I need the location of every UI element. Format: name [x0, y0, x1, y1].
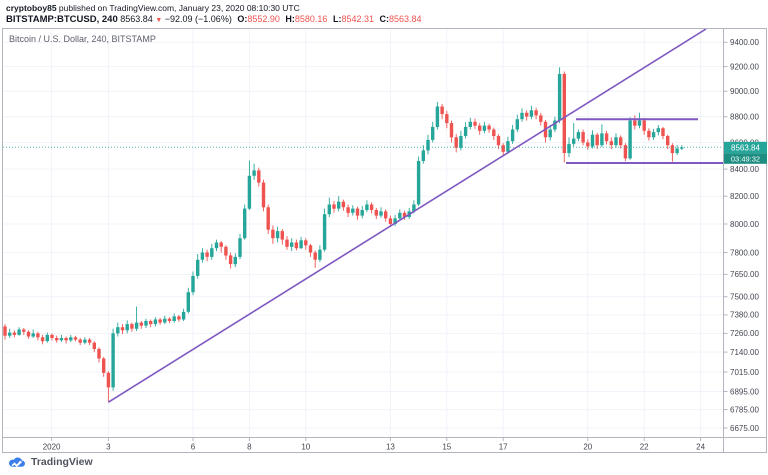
candles — [3, 67, 684, 403]
svg-text:9400.00: 9400.00 — [730, 38, 759, 47]
svg-text:9000.00: 9000.00 — [730, 87, 759, 96]
svg-text:7650.00: 7650.00 — [730, 270, 759, 279]
svg-text:8: 8 — [247, 443, 252, 452]
down-arrow-icon: ▼ — [155, 17, 163, 24]
low-label: L: — [332, 14, 342, 24]
author-name: cryptoboy85 — [6, 3, 57, 13]
svg-text:7140.00: 7140.00 — [730, 348, 759, 357]
trendline-drawings[interactable] — [3, 29, 723, 403]
tradingview-brand-text: TradingView — [31, 456, 93, 468]
time-axis[interactable]: 2020 3 6 8 10 13 15 17 20 22 24 — [3, 437, 723, 453]
open-label: O: — [237, 14, 248, 24]
svg-text:8800.00: 8800.00 — [730, 113, 759, 122]
close-value: 8563.84 — [389, 14, 422, 24]
svg-text:13: 13 — [386, 443, 395, 452]
svg-text:20: 20 — [583, 443, 592, 452]
svg-text:7800.00: 7800.00 — [730, 248, 759, 257]
axis-corner — [723, 437, 767, 453]
svg-text:8000.00: 8000.00 — [730, 220, 759, 229]
candlestick-plot[interactable] — [3, 29, 723, 437]
svg-text:7500.00: 7500.00 — [730, 293, 759, 302]
grid-lines — [3, 29, 723, 437]
svg-text:6895.00: 6895.00 — [730, 387, 759, 396]
close-label: C: — [379, 14, 390, 24]
svg-text:6: 6 — [191, 443, 196, 452]
svg-text:7380.00: 7380.00 — [730, 311, 759, 320]
price-chart[interactable]: Bitcoin / U.S. Dollar, 240, BITSTAMP — [3, 29, 723, 437]
price-axis-ticks: 9400.009200.009000.008800.008600.008400.… — [724, 38, 759, 433]
svg-text:8200.00: 8200.00 — [730, 192, 759, 201]
tradingview-attribution[interactable]: TradingView — [8, 456, 93, 468]
svg-text:03:49:32: 03:49:32 — [731, 154, 760, 163]
high-value: 8580.16 — [294, 14, 328, 24]
symbol-info-bar: BITSTAMP:BTCUSD, 240 8563.84 ▼ −92.09 (−… — [6, 14, 422, 25]
chart-legend: Bitcoin / U.S. Dollar, 240, BITSTAMP — [9, 34, 156, 44]
price-change: −92.09 (−1.06%) — [164, 14, 232, 24]
symbol-name: BITSTAMP:BTCUSD, 240 — [6, 14, 118, 25]
svg-text:9200.00: 9200.00 — [730, 62, 759, 71]
svg-text:15: 15 — [442, 443, 451, 452]
open-value: 8552.90 — [247, 14, 280, 24]
countdown-label: 03:49:32 — [724, 153, 767, 164]
svg-text:2020: 2020 — [43, 443, 61, 452]
svg-text:6675.00: 6675.00 — [730, 424, 759, 433]
svg-text:24: 24 — [696, 443, 705, 452]
svg-text:17: 17 — [499, 443, 508, 452]
chart-widget: Bitcoin / U.S. Dollar, 240, BITSTAMP 940… — [2, 28, 767, 453]
svg-text:7015.00: 7015.00 — [730, 368, 759, 377]
svg-text:7260.00: 7260.00 — [730, 329, 759, 338]
last-price: 8563.84 — [120, 14, 153, 24]
svg-text:8400.00: 8400.00 — [730, 165, 759, 174]
svg-text:10: 10 — [301, 443, 310, 452]
low-value: 8542.31 — [341, 14, 375, 24]
time-axis-ticks: 2020 3 6 8 10 13 15 17 20 22 24 — [43, 438, 706, 452]
byline: cryptoboy85 published on TradingView.com… — [6, 3, 300, 13]
svg-text:8563.84: 8563.84 — [731, 143, 760, 152]
price-axis[interactable]: 9400.009200.009000.008800.008600.008400.… — [723, 29, 767, 437]
svg-text:6785.00: 6785.00 — [730, 405, 759, 414]
byline-text: published on TradingView.com, January 23… — [56, 3, 300, 13]
tradingview-cloud-icon — [9, 457, 25, 467]
svg-text:3: 3 — [106, 443, 111, 452]
svg-text:22: 22 — [640, 443, 649, 452]
high-label: H: — [285, 14, 295, 24]
current-price-label: 8563.84 — [724, 141, 767, 154]
